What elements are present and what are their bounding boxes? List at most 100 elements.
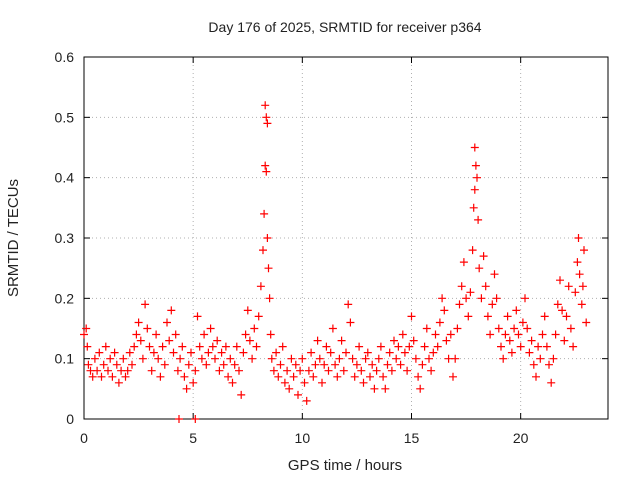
data-point	[449, 372, 457, 381]
data-point	[269, 366, 278, 375]
y-tick-label: 0.1	[55, 351, 75, 367]
data-point	[322, 342, 331, 351]
data-point	[112, 360, 121, 369]
data-point	[211, 354, 219, 363]
data-point	[106, 354, 115, 363]
data-point	[154, 354, 163, 363]
data-point	[514, 330, 523, 339]
data-point	[169, 348, 178, 357]
data-point	[477, 294, 486, 303]
data-point	[499, 354, 508, 363]
data-point	[241, 330, 250, 339]
data-point	[280, 378, 289, 387]
data-point	[215, 366, 224, 375]
data-point	[226, 354, 235, 363]
data-point	[191, 415, 200, 423]
data-point	[468, 246, 477, 255]
data-point	[355, 342, 364, 351]
data-point	[123, 366, 132, 375]
x-axis-label: GPS time / hours	[288, 457, 402, 474]
data-point	[370, 384, 379, 393]
data-point	[416, 384, 425, 393]
data-point	[368, 360, 377, 369]
data-point	[171, 330, 180, 339]
data-point	[346, 318, 355, 327]
data-point	[516, 342, 525, 351]
data-point	[84, 360, 93, 369]
data-point	[372, 366, 381, 375]
data-point	[147, 366, 156, 375]
y-tick-label: 0.5	[55, 109, 75, 125]
data-point	[411, 354, 420, 363]
y-tick-label: 0.3	[55, 230, 75, 246]
data-point	[232, 342, 241, 351]
data-point	[326, 348, 335, 357]
data-point	[342, 348, 350, 357]
data-point	[483, 312, 492, 321]
data-point	[108, 372, 117, 381]
data-point	[259, 246, 267, 255]
data-point	[398, 330, 407, 339]
data-point	[318, 378, 326, 387]
data-point	[263, 119, 272, 128]
data-point	[566, 324, 575, 333]
data-point	[536, 354, 545, 363]
data-point	[121, 372, 130, 381]
data-point	[176, 354, 185, 363]
data-point	[224, 372, 233, 381]
data-point	[313, 336, 322, 345]
data-point	[206, 324, 215, 333]
data-point	[158, 342, 167, 351]
data-point	[173, 366, 182, 375]
data-point	[505, 336, 514, 345]
data-point	[385, 348, 394, 357]
x-tick-label: 0	[80, 430, 88, 446]
data-point	[466, 288, 475, 297]
data-point	[219, 360, 228, 369]
data-point	[252, 342, 261, 351]
data-point	[167, 306, 176, 315]
data-point	[324, 366, 333, 375]
data-point	[462, 294, 471, 303]
y-tick-label: 0.6	[55, 49, 75, 65]
data-point	[348, 354, 357, 363]
data-point	[429, 348, 438, 357]
data-point	[507, 348, 516, 357]
y-axis-label: SRMTID / TECUs	[5, 179, 22, 297]
data-point	[265, 294, 274, 303]
data-point	[440, 306, 449, 315]
data-point	[114, 378, 123, 387]
data-point	[189, 378, 198, 387]
data-point	[363, 348, 372, 357]
data-point	[88, 372, 97, 381]
data-point	[191, 366, 200, 375]
data-point	[470, 143, 479, 152]
data-point	[289, 372, 298, 381]
data-point	[551, 330, 560, 339]
data-point	[486, 330, 495, 339]
data-point	[261, 161, 270, 170]
data-point	[200, 330, 209, 339]
data-point	[276, 360, 285, 369]
axis-ticks: 0 0.1 0.2 0.3 0.4 0.5 0.6 0 5 10 15 20	[55, 49, 608, 446]
data-point	[578, 282, 587, 291]
data-point	[262, 167, 271, 176]
data-point	[549, 354, 558, 363]
data-point	[193, 312, 202, 321]
data-point	[298, 354, 307, 363]
data-point	[431, 330, 440, 339]
data-point	[287, 354, 296, 363]
data-point	[510, 324, 519, 333]
data-point	[569, 342, 578, 351]
data-point	[344, 300, 353, 309]
data-point	[470, 185, 479, 194]
data-point	[202, 360, 211, 369]
data-point	[376, 342, 385, 351]
data-point	[163, 318, 171, 327]
data-point	[471, 161, 480, 170]
chart-title: Day 176 of 2025, SRMTID for receiver p36…	[208, 19, 481, 35]
data-point	[250, 324, 259, 333]
data-point	[442, 336, 451, 345]
data-point	[339, 366, 348, 375]
data-point	[256, 282, 265, 291]
